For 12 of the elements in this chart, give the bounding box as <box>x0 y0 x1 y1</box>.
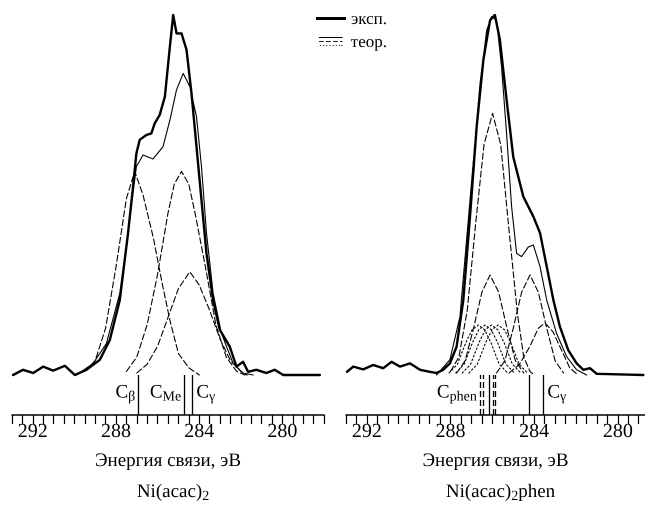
x-tick-label: 288 <box>436 420 466 442</box>
x-tick-label: 292 <box>352 420 382 442</box>
legend-label: эксп. <box>350 9 388 28</box>
legend-label: теор. <box>350 32 388 51</box>
x-tick-label: 284 <box>519 420 550 442</box>
x-tick-label: 292 <box>18 420 48 442</box>
x-axis-title: Энергия связи, эВ <box>422 450 568 471</box>
x-tick-label: 288 <box>101 420 131 442</box>
x-tick-label: 280 <box>602 420 633 442</box>
x-tick-label: 280 <box>267 420 298 442</box>
x-tick-label: 284 <box>184 420 214 442</box>
x-axis-title: Энергия связи, эВ <box>95 450 241 471</box>
